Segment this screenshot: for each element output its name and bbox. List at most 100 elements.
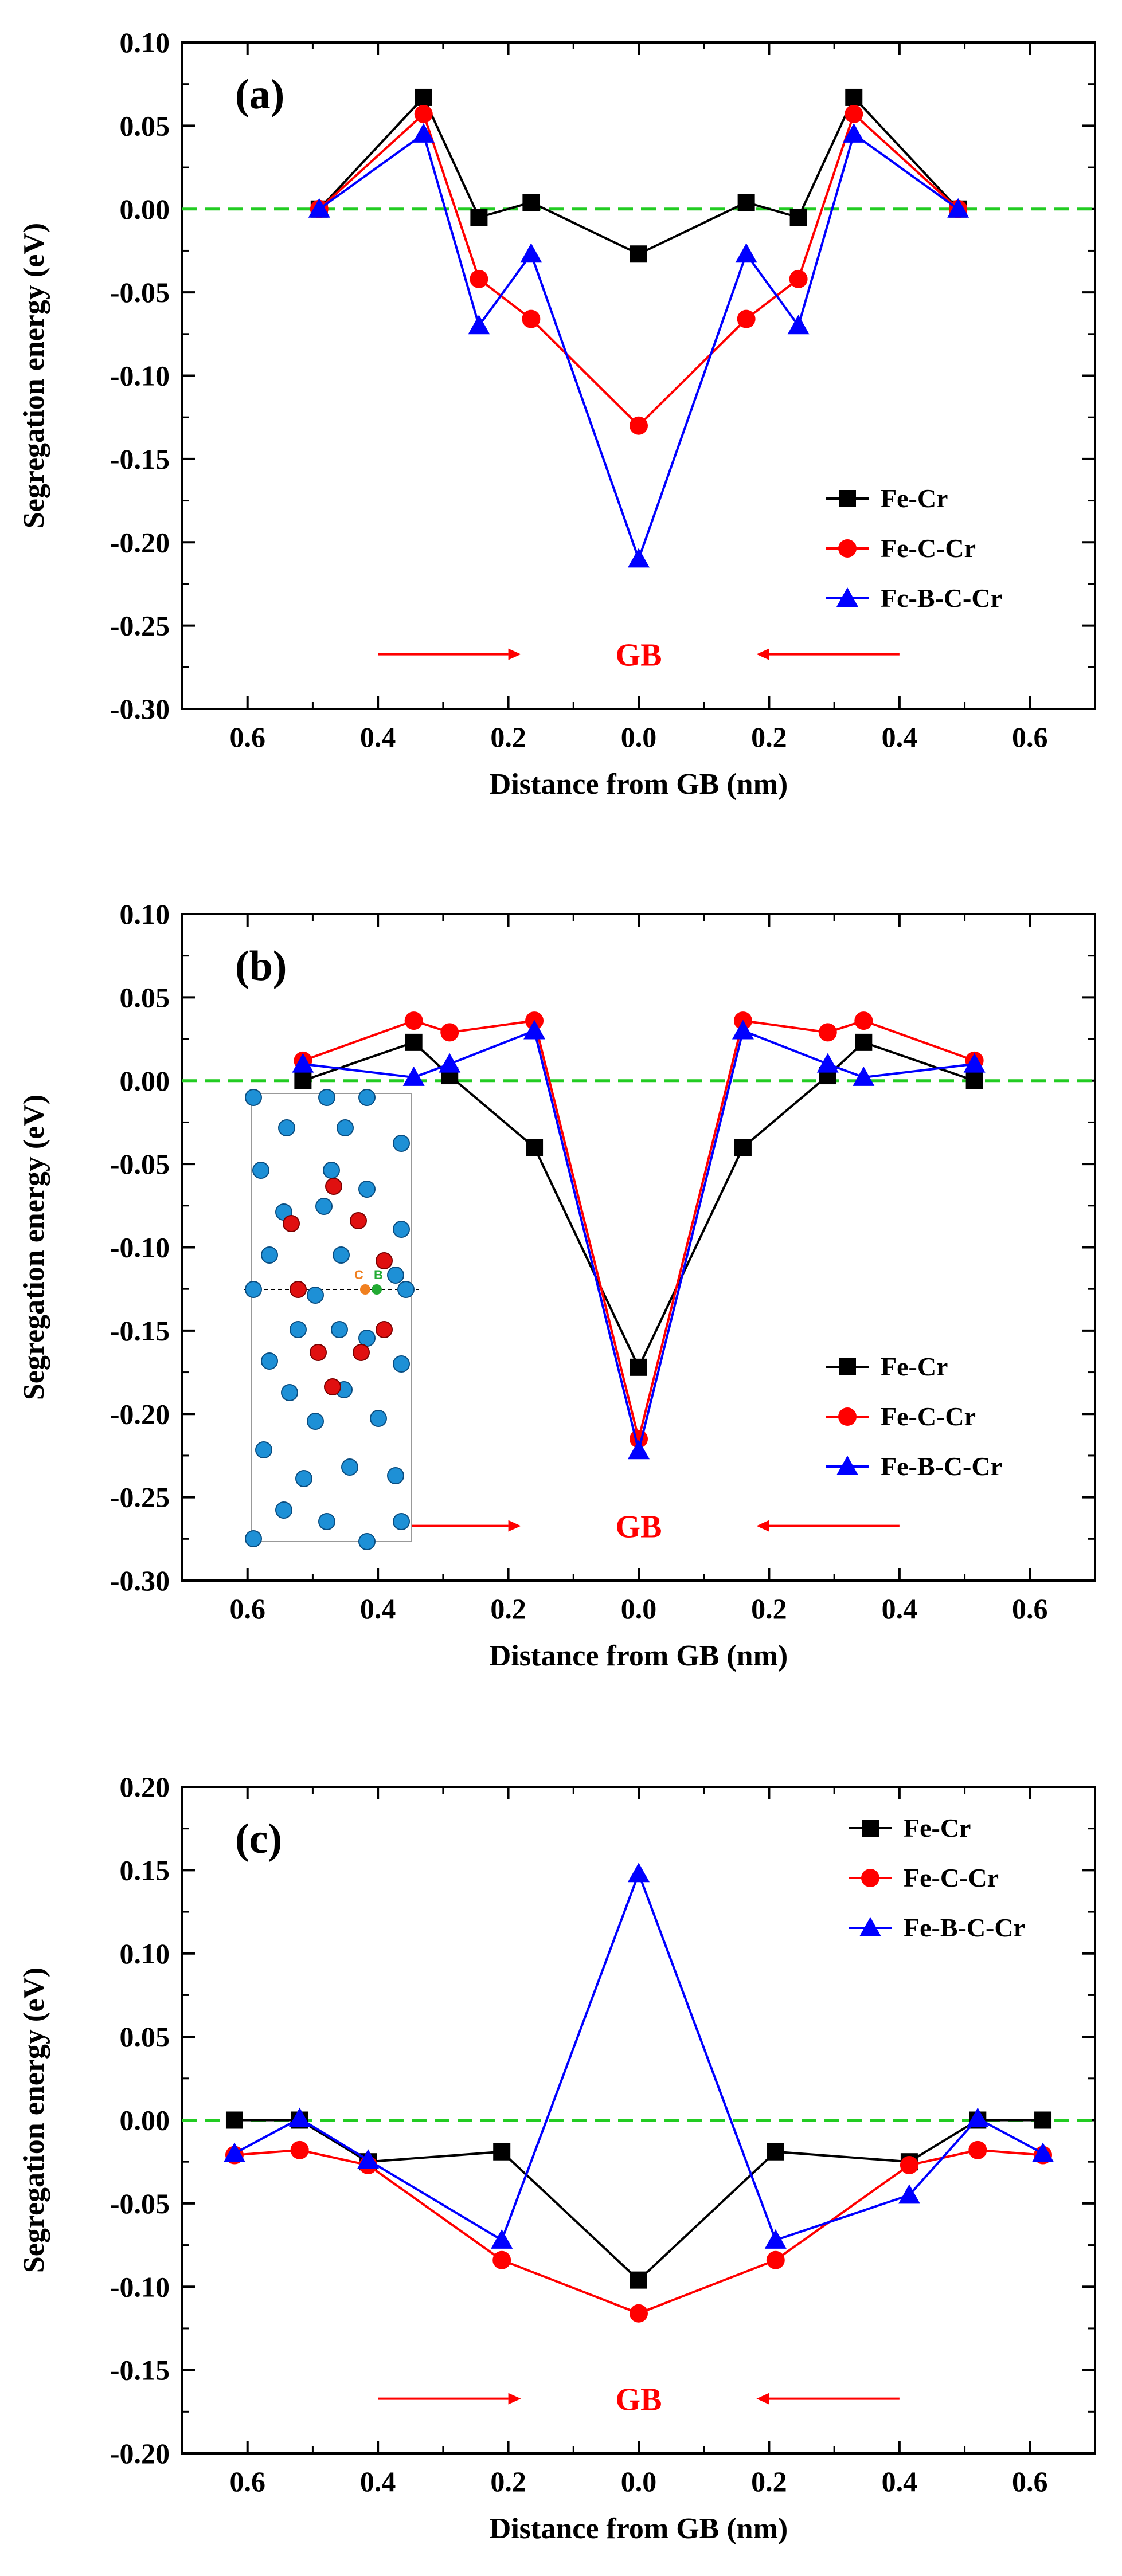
data-point [737,309,756,328]
data-point [628,548,650,568]
data-point [412,123,435,143]
series-line [234,2119,1043,2282]
fe-atom [252,1162,269,1179]
x-tick-label: 0.6 [1012,721,1048,753]
y-tick-label: 0.00 [120,193,170,225]
x-tick-label: 0.6 [1012,1593,1048,1625]
legend-marker [839,490,856,507]
fe-atom [307,1413,324,1430]
fe-atom [278,1119,295,1136]
data-point [308,198,330,218]
gb-arrow-left-head [508,1520,521,1532]
y-tick-label: -0.25 [110,1481,170,1514]
x-tick-label: 0.4 [360,1593,396,1625]
legend-marker [836,1456,858,1475]
gb-arrow-right-head [756,648,769,660]
fe-atom [358,1533,376,1550]
fe-atom [341,1458,358,1476]
series-line [318,112,959,428]
y-tick-label: 0.10 [120,1938,170,1970]
y-tick-label: -0.05 [110,2187,170,2220]
data-point [491,2229,513,2249]
y-tick-label: -0.30 [110,693,170,725]
fe-atom [358,1330,376,1347]
data-point [898,2184,920,2204]
data-point [843,123,865,143]
data-point [290,2140,309,2159]
data-point [630,416,648,435]
x-tick-label: 0.2 [490,1593,526,1625]
y-tick-label: 0.10 [120,26,170,58]
cr-atom [290,1281,307,1298]
y-tick-label: -0.10 [110,2271,170,2303]
x-tick-label: 0.0 [621,721,657,753]
data-point [963,1053,986,1073]
data-point [470,269,488,288]
data-point [468,315,490,335]
legend-marker [838,1407,857,1426]
fe-atom [333,1246,350,1264]
legend-marker [838,539,857,558]
fe-atom [261,1246,278,1264]
data-point [520,243,542,263]
data-point [965,1072,983,1089]
y-tick-label: -0.15 [110,2354,170,2386]
y-tick-label: -0.20 [110,526,170,558]
x-tick-label: 0.4 [882,721,918,753]
y-tick-label: -0.30 [110,1565,170,1597]
data-point [492,2250,511,2269]
fe-atom [331,1321,348,1338]
data-point [225,2111,243,2129]
data-point [900,2156,918,2175]
data-point [789,269,808,288]
x-tick-label: 0.4 [360,721,396,753]
data-point [439,1053,461,1073]
data-point [526,1139,544,1156]
y-tick-label: 0.00 [120,1065,170,1097]
panel-2: 0.20 0.15 0.10 0.05 0.00 -0.05 -0.10 -0.15 -0.20… [18,1771,1096,2545]
x-tick-label: 0.6 [1012,2465,1048,2497]
gb-arrow-left-head [508,2393,521,2405]
fe-atom [358,1181,376,1198]
series-fe-cr [225,2111,1052,2289]
legend-label: Fe-B-C-Cr [881,1452,1002,1481]
x-tick-label: 0.4 [882,2465,918,2497]
data-point [470,209,488,226]
data-point [628,1440,650,1460]
series-line [234,2148,1043,2315]
fe-atom [318,1089,335,1106]
data-point [766,2250,785,2269]
series-fe-b-c-cr [292,1020,986,1460]
series-fe-c-cr [310,105,968,435]
cr-atom [283,1215,300,1232]
data-point [493,2143,511,2161]
data-point [402,1066,425,1086]
cr-atom [376,1321,393,1338]
b-gb-atom [372,1284,382,1295]
cr-atom [325,1178,342,1195]
legend-label: Fe-Cr [904,1813,971,1842]
legend-label: Fe-C-Cr [881,534,976,563]
gb-arrow-right-head [756,2393,769,2405]
data-point [294,1072,312,1089]
data-point [523,1020,546,1040]
data-point [440,1023,459,1042]
inset-c-label: C [354,1268,363,1282]
x-tick-label: 0.4 [360,2465,396,2497]
x-tick-label: 0.6 [229,2465,265,2497]
panel-label: (a) [235,71,284,118]
x-tick-label: 0.2 [751,1593,787,1625]
panel-label: (c) [235,1816,282,1863]
data-point [288,2107,311,2127]
series-fe-cr [310,88,967,263]
data-point [630,2271,647,2289]
y-tick-label: 0.05 [120,109,170,142]
y-tick-label: 0.15 [120,1854,170,1886]
y-tick-label: 0.20 [120,1771,170,1803]
legend-label: Fc-B-C-Cr [881,583,1002,613]
y-tick-label: 0.00 [120,2104,170,2136]
data-point [630,1358,647,1376]
gb-label: GB [616,1509,662,1545]
